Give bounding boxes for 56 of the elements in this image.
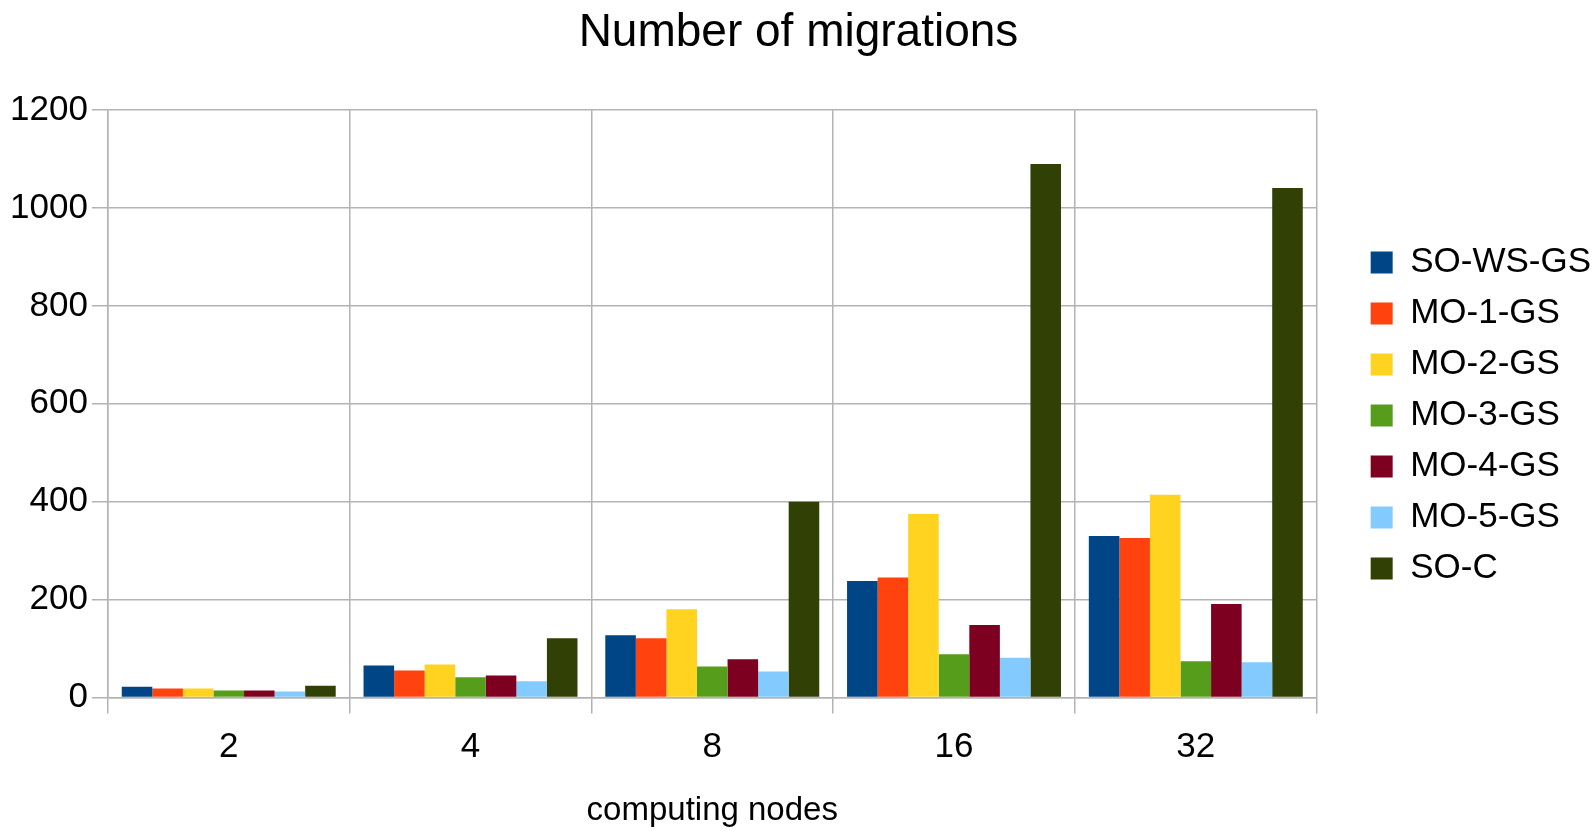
bar — [305, 685, 336, 697]
y-tick-label: 600 — [29, 381, 88, 421]
bar — [1088, 535, 1120, 697]
legend-label: MO-3-GS — [1410, 393, 1560, 433]
bar — [1241, 662, 1273, 697]
bar — [938, 654, 970, 697]
bar — [213, 690, 245, 697]
bar — [516, 681, 547, 697]
x-tick-label: 16 — [934, 725, 974, 765]
bar — [455, 677, 486, 697]
bar — [908, 513, 939, 697]
bar — [877, 577, 909, 697]
bar — [394, 670, 425, 697]
x-tick-label: 2 — [219, 725, 239, 765]
bar — [424, 664, 456, 697]
bar — [485, 675, 517, 697]
bar — [969, 624, 1000, 697]
bar — [666, 609, 697, 697]
bar — [1180, 661, 1212, 697]
bar — [727, 659, 759, 697]
bar — [696, 666, 728, 697]
legend-label: MO-1-GS — [1410, 291, 1560, 331]
legend-label: MO-2-GS — [1410, 342, 1560, 382]
bar — [847, 580, 878, 697]
bar — [1119, 537, 1150, 697]
bar — [1149, 494, 1181, 697]
y-tick-label: 200 — [29, 577, 88, 617]
bar — [152, 688, 183, 697]
bar — [999, 657, 1031, 697]
y-tick-label: 0 — [68, 675, 88, 715]
y-tick-label: 1200 — [9, 87, 88, 127]
legend-label: SO-C — [1410, 546, 1498, 586]
chart-title: Number of migrations — [578, 4, 1019, 57]
bar — [1211, 603, 1242, 697]
bar — [1272, 188, 1303, 697]
bar — [635, 638, 667, 697]
legend-label: SO-WS-GS — [1410, 240, 1591, 280]
x-tick-label: 8 — [702, 725, 722, 765]
bar — [788, 501, 820, 697]
bar — [274, 691, 306, 697]
bar — [1030, 164, 1062, 697]
legend-label: MO-5-GS — [1410, 495, 1560, 535]
bar — [758, 671, 789, 697]
x-tick-label: 32 — [1176, 725, 1216, 765]
x-tick-label: 4 — [460, 725, 481, 765]
bar — [244, 690, 275, 697]
y-tick-label: 400 — [29, 479, 88, 519]
bar — [363, 665, 395, 697]
y-tick-label: 1000 — [9, 185, 88, 225]
bar — [546, 638, 578, 697]
bar — [182, 688, 214, 697]
y-tick-label: 800 — [29, 283, 88, 323]
bar — [121, 686, 153, 697]
bar — [605, 635, 636, 697]
legend-label: MO-4-GS — [1410, 444, 1560, 484]
x-axis-title: computing nodes — [586, 790, 838, 828]
